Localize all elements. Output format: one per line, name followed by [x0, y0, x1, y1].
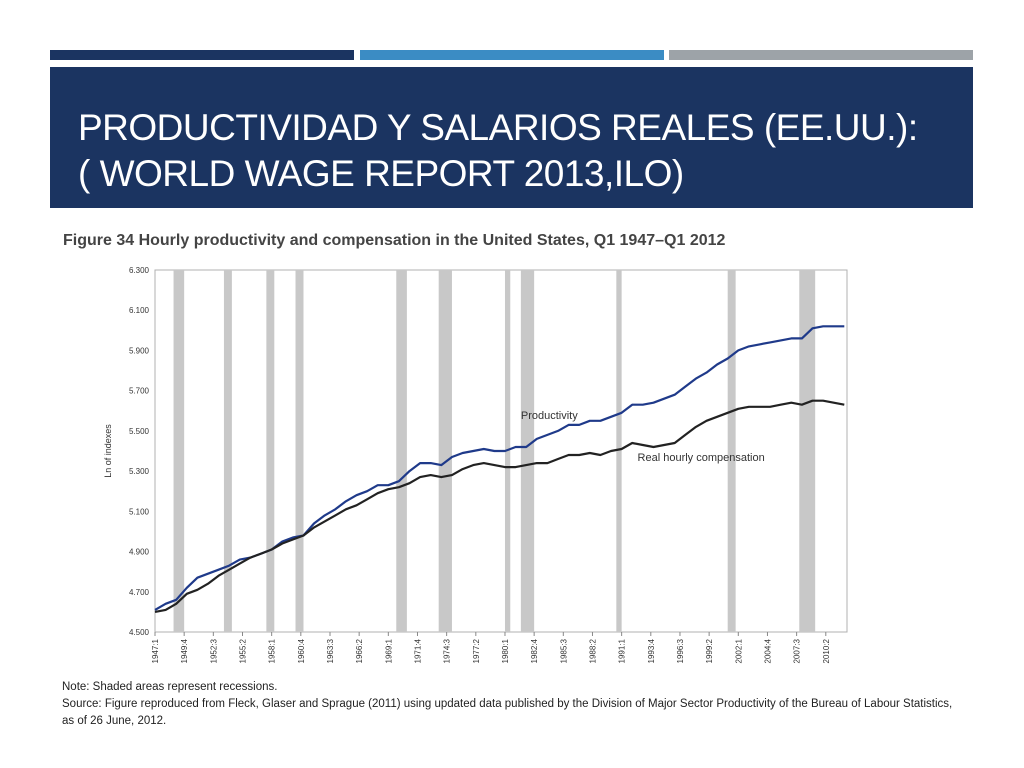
y-tick-label: 5.100	[129, 507, 150, 516]
accent-stripe-dark	[50, 50, 354, 60]
x-tick-label: 1991:1	[618, 638, 627, 663]
recession-band	[396, 270, 407, 632]
y-tick-label: 5.900	[129, 346, 150, 355]
x-tick-label: 1971:4	[413, 638, 422, 663]
x-tick-label: 1947:1	[151, 638, 160, 663]
y-axis-label: Ln of indexes	[103, 424, 113, 478]
x-tick-label: 1966:2	[355, 638, 364, 663]
x-tick-label: 1988:2	[588, 638, 597, 663]
x-tick-label: 1980:1	[501, 638, 510, 663]
x-tick-label: 1969:1	[384, 638, 393, 663]
y-tick-label: 4.900	[129, 548, 150, 557]
recession-band	[727, 270, 736, 632]
x-tick-label: 2004:4	[763, 638, 772, 663]
x-tick-label: 1958:1	[268, 638, 277, 663]
series-annotation: Real hourly compensation	[638, 452, 765, 464]
series-line-compensation	[154, 399, 845, 613]
x-tick-label: 2010:2	[822, 638, 831, 663]
series-annotation: Productivity	[521, 410, 578, 422]
x-tick-label: 1960:4	[297, 638, 306, 663]
y-tick-label: 4.500	[129, 628, 150, 637]
y-tick-label: 5.500	[129, 427, 150, 436]
slide-title: PRODUCTIVIDAD Y SALARIOS REALES (EE.UU.)…	[78, 105, 918, 197]
x-tick-label: 1993:4	[647, 638, 656, 663]
recession-band	[799, 270, 816, 632]
x-tick-label: 1996:3	[676, 638, 685, 663]
recession-band	[295, 270, 304, 632]
recession-band	[616, 270, 622, 632]
x-tick-label: 2002:1	[734, 638, 743, 663]
slide-title-line-1: PRODUCTIVIDAD Y SALARIOS REALES (EE.UU.)…	[78, 107, 918, 148]
figure-source: Source: Figure reproduced from Fleck, Gl…	[62, 698, 953, 727]
x-tick-label: 1982:4	[530, 638, 539, 663]
figure-note: Note: Shaded areas represent recessions.	[62, 681, 278, 693]
x-tick-label: 1977:2	[472, 638, 481, 663]
x-tick-label: 1955:2	[238, 638, 247, 663]
y-tick-label: 6.100	[129, 306, 150, 315]
accent-stripe-gray	[669, 50, 973, 60]
figure-title: Figure 34 Hourly productivity and compen…	[63, 232, 726, 249]
y-tick-label: 4.700	[129, 588, 150, 597]
x-tick-label: 1963:3	[326, 638, 335, 663]
x-tick-label: 1949:4	[180, 638, 189, 663]
recession-band	[438, 270, 452, 632]
y-tick-label: 5.300	[129, 467, 150, 476]
recession-band	[520, 270, 535, 632]
x-tick-label: 2007:3	[793, 638, 802, 663]
accent-stripe-blue	[360, 50, 664, 60]
recession-band	[266, 270, 275, 632]
x-tick-label: 1985:3	[559, 638, 568, 663]
recession-band	[173, 270, 185, 632]
slide-title-line-2: ( WORLD WAGE REPORT 2013,ILO)	[78, 153, 684, 194]
figure-notes: Note: Shaded areas represent recessions.…	[62, 679, 967, 730]
x-tick-label: 1999:2	[705, 638, 714, 663]
line-chart: 4.500 4.700 4.900 5.100 5.300 5.500 5.700 5.900…	[103, 266, 848, 663]
x-tick-label: 1952:3	[209, 638, 218, 663]
y-tick-label: 5.700	[129, 387, 150, 396]
title-bar: PRODUCTIVIDAD Y SALARIOS REALES (EE.UU.)…	[50, 67, 973, 208]
y-tick-label: 6.300	[129, 266, 150, 275]
x-tick-label: 1974:3	[443, 638, 452, 663]
recession-band	[223, 270, 232, 632]
